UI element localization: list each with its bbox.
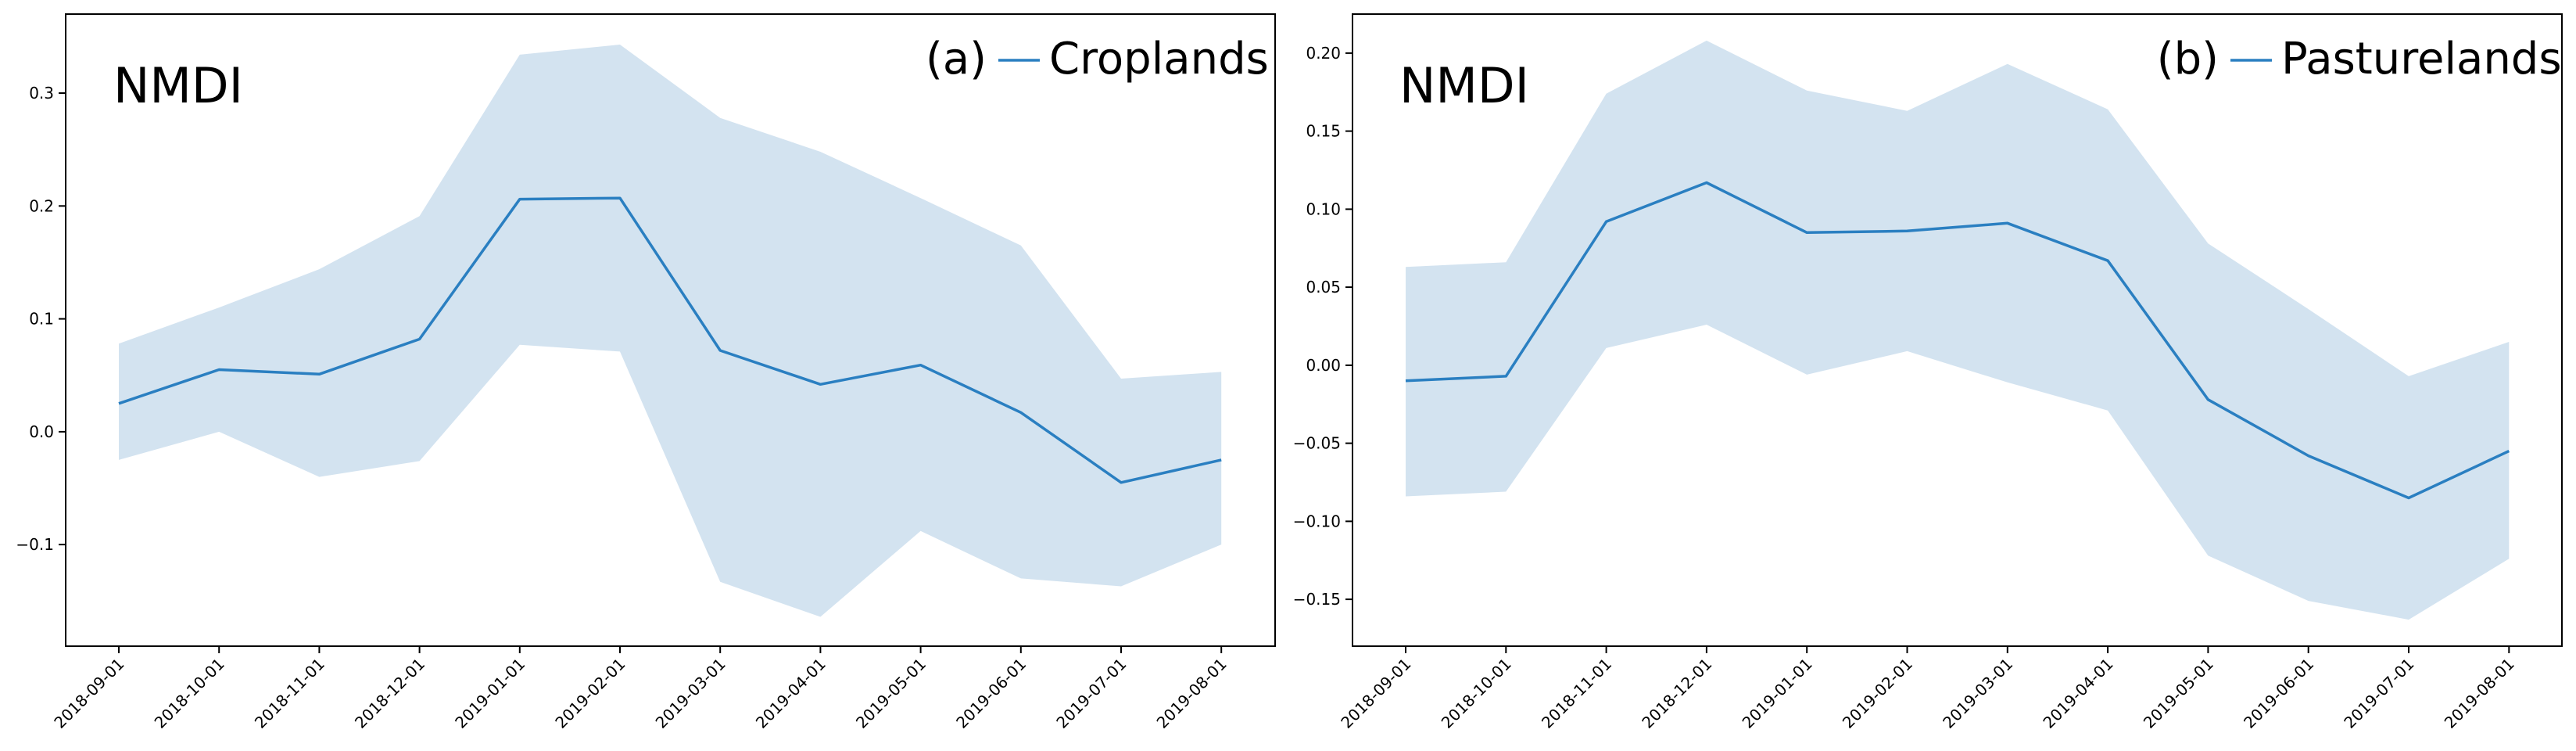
- panel-a-frame: [65, 13, 1276, 647]
- panel-b-point-2019-02-01: [1906, 229, 1909, 232]
- panel-b-tag: (b): [2157, 34, 2219, 84]
- panel-b-point-2018-10-01: [1504, 375, 1507, 378]
- panel-a-point-2019-07-01: [1120, 481, 1123, 484]
- panel-b-ytick-label: −0.05: [1293, 434, 1341, 453]
- panel-b-ytick-label: 0.10: [1306, 199, 1341, 218]
- panel-a-point-2019-01-01: [518, 198, 521, 201]
- panel-a-point-2018-10-01: [217, 368, 220, 372]
- panel-a-x-axis: 2018-09-01 2018-10-01 2018-11-01 2018-12-01…: [50, 646, 1231, 732]
- panel-a-point-2019-08-01: [1220, 458, 1223, 462]
- panel-a-mean-line: [118, 196, 1222, 484]
- panel-a-ytick-label: 0.0: [29, 422, 54, 441]
- panel-b-point-2018-09-01: [1404, 379, 1407, 383]
- panel-b: −0.15 −0.10 −0.05 0.00 0.05 0.10 0.15 0.20 2018…: [1293, 13, 2563, 732]
- panel-b-range-band: [1406, 40, 2510, 620]
- panel-a-point-2018-11-01: [317, 372, 321, 376]
- panel-a-xtick-label: 2019-03-01: [652, 655, 729, 732]
- panel-b-ytick-label: −0.10: [1293, 512, 1341, 530]
- panel-a-legend: (a) Croplands: [926, 34, 1269, 84]
- panel-b-ytick-label: −0.15: [1293, 590, 1341, 609]
- panel-b-xtick-label: 2019-03-01: [1939, 655, 2016, 732]
- panel-a-point-2018-09-01: [117, 402, 120, 405]
- panel-a-point-2019-02-01: [618, 196, 622, 199]
- panel-b-xtick-label: 2018-11-01: [1538, 655, 1615, 732]
- panel-a-xtick-label: 2019-05-01: [852, 655, 930, 732]
- panel-b-xtick-label: 2019-06-01: [2240, 655, 2317, 732]
- panel-b-point-2019-01-01: [1805, 231, 1808, 234]
- panel-a-xtick-label: 2019-06-01: [952, 655, 1030, 732]
- panel-a-xtick-label: 2019-02-01: [551, 655, 629, 732]
- panel-a-point-2018-12-01: [418, 338, 421, 341]
- panel-b-ytick-label: 0.20: [1306, 44, 1341, 63]
- panel-b-y-axis: −0.15 −0.10 −0.05 0.00 0.05 0.10 0.15 0.20: [1293, 44, 1352, 609]
- panel-a-tag: (a): [926, 34, 987, 84]
- panel-a-xtick-label: 2018-11-01: [251, 655, 328, 732]
- panel-b-mean-line: [1405, 181, 2510, 500]
- panel-a-point-2019-03-01: [718, 349, 722, 352]
- panel-b-frame: [1352, 13, 2563, 647]
- panel-b-xtick-label: 2018-10-01: [1438, 655, 1515, 732]
- panel-a-xtick-label: 2018-09-01: [50, 655, 127, 732]
- panel-b-point-2019-06-01: [2307, 455, 2310, 458]
- panel-a-ytick-label: 0.1: [29, 310, 54, 329]
- panel-a-legend-label: Croplands: [1049, 34, 1269, 84]
- panel-a-point-2019-05-01: [919, 364, 923, 367]
- panel-a-range-band: [119, 45, 1222, 617]
- panel-a-xtick-label: 2019-08-01: [1153, 655, 1231, 732]
- panel-a-title: NMDI: [113, 57, 243, 114]
- panel-a-ytick-label: −0.1: [16, 535, 54, 554]
- panel-b-x-axis: 2018-09-01 2018-10-01 2018-11-01 2018-12-01…: [1337, 646, 2518, 732]
- panel-b-legend-label: Pasturelands: [2281, 34, 2562, 84]
- panel-b-point-2019-08-01: [2507, 450, 2510, 453]
- panel-a-xtick-label: 2018-12-01: [351, 655, 428, 732]
- panel-b-xtick-label: 2019-07-01: [2340, 655, 2417, 732]
- panel-a-xtick-label: 2019-04-01: [752, 655, 829, 732]
- panel-b-xtick-label: 2019-05-01: [2140, 655, 2217, 732]
- panel-a-xtick-label: 2019-01-01: [451, 655, 528, 732]
- panel-b-legend: (b) Pasturelands: [2157, 34, 2562, 84]
- panel-b-xtick-label: 2018-09-01: [1337, 655, 1414, 732]
- panel-a: −0.10.00.10.20.3 2018-09-01 2018-10-01 201…: [16, 13, 1276, 732]
- panel-a-xtick-label: 2019-07-01: [1052, 655, 1130, 732]
- panel-b-title: NMDI: [1399, 57, 1529, 114]
- panel-b-ytick-label: 0.15: [1306, 122, 1341, 141]
- panel-a-ytick-label: 0.2: [29, 196, 54, 215]
- panel-b-xtick-label: 2018-12-01: [1638, 655, 1715, 732]
- panel-b-xtick-label: 2019-01-01: [1739, 655, 1816, 732]
- panel-b-point-2018-11-01: [1605, 220, 1608, 223]
- panel-b-point-2019-04-01: [2106, 259, 2109, 262]
- panel-b-point-2018-12-01: [1705, 181, 1708, 185]
- panel-a-ytick-label: 0.3: [29, 84, 54, 102]
- panel-b-ytick-label: 0.00: [1306, 356, 1341, 375]
- panel-b-point-2019-03-01: [2006, 221, 2009, 225]
- panel-b-xtick-label: 2019-02-01: [1839, 655, 1916, 732]
- panel-a-point-2019-04-01: [819, 383, 822, 386]
- panel-b-point-2019-07-01: [2407, 497, 2410, 500]
- panel-b-xtick-label: 2019-04-01: [2039, 655, 2116, 732]
- panel-a-y-axis: −0.1 0.0 0.1 0.2 0.3: [16, 84, 66, 554]
- panel-a-point-2019-06-01: [1019, 411, 1023, 414]
- panel-b-xtick-label: 2019-08-01: [2441, 655, 2518, 732]
- panel-a-xtick-label: 2018-10-01: [151, 655, 228, 732]
- panel-b-point-2019-05-01: [2206, 398, 2209, 401]
- panel-b-ytick-label: 0.05: [1306, 278, 1341, 296]
